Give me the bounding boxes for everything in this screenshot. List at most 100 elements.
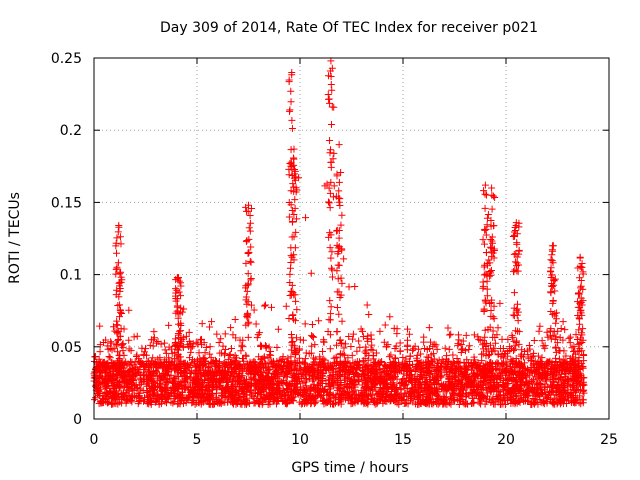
data-point (337, 221, 345, 229)
data-point (351, 283, 359, 291)
data-point (288, 124, 296, 132)
data-point (292, 297, 300, 305)
data-point (239, 343, 247, 351)
data-point (454, 358, 462, 366)
data-point (115, 351, 123, 359)
data-point (479, 236, 487, 244)
data-point (510, 289, 518, 297)
data-point (337, 378, 345, 386)
data-point (125, 306, 133, 314)
data-point (247, 258, 255, 266)
data-point (125, 336, 133, 344)
data-point (267, 303, 275, 311)
data-point (509, 268, 517, 276)
data-point (262, 301, 270, 309)
data-point (146, 341, 154, 349)
data-point (453, 354, 461, 362)
data-point (498, 335, 506, 343)
data-point (327, 310, 335, 318)
data-point (327, 254, 335, 262)
data-point (215, 338, 223, 346)
data-point (192, 338, 200, 346)
data-point (551, 275, 559, 283)
data-point (115, 222, 123, 230)
data-point (547, 288, 555, 296)
data-point (244, 249, 252, 257)
data-point (287, 98, 295, 106)
data-point (338, 211, 346, 219)
data-point (504, 336, 512, 344)
data-point (288, 116, 296, 124)
data-point (365, 311, 373, 319)
data-point (206, 323, 214, 331)
data-point (287, 87, 295, 95)
data-point (576, 253, 584, 261)
data-point (468, 366, 476, 374)
data-point (513, 239, 521, 247)
data-point (363, 301, 371, 309)
data-point (302, 214, 310, 222)
data-point (337, 168, 345, 176)
data-point (291, 357, 299, 365)
data-point (274, 325, 282, 333)
data-point (309, 354, 317, 362)
y-tick-label: 0.1 (60, 268, 82, 284)
data-point (308, 332, 316, 340)
data-point (335, 234, 343, 242)
data-point (543, 328, 551, 336)
data-point (273, 343, 281, 351)
data-point (488, 184, 496, 192)
data-point (515, 328, 523, 336)
data-point (333, 328, 341, 336)
data-point (565, 334, 573, 342)
data-point (105, 352, 113, 360)
data-point (113, 249, 121, 257)
data-point (198, 320, 206, 328)
data-point (324, 90, 332, 98)
data-point (108, 346, 116, 354)
data-point (486, 351, 494, 359)
data-point (488, 205, 496, 213)
data-point (252, 320, 260, 328)
data-point (206, 350, 214, 358)
data-point (326, 345, 334, 353)
data-point (550, 328, 558, 336)
data-point (290, 315, 298, 323)
data-point (221, 350, 229, 358)
data-point (106, 354, 114, 362)
data-point (376, 327, 384, 335)
data-point (327, 178, 335, 186)
data-point (325, 198, 333, 206)
y-tick-label: 0 (73, 412, 82, 428)
data-point (481, 181, 489, 189)
data-point (399, 353, 407, 361)
data-point (289, 337, 297, 345)
data-point (308, 320, 316, 328)
data-point (311, 341, 319, 349)
data-point (552, 319, 560, 327)
data-point (237, 347, 245, 355)
data-point (572, 331, 580, 339)
data-point (292, 228, 300, 236)
x-tick-label: 25 (600, 432, 618, 448)
data-point (408, 346, 416, 354)
data-point (356, 343, 364, 351)
data-point (113, 234, 121, 242)
data-point (513, 327, 521, 335)
data-point (441, 344, 449, 352)
data-point (231, 315, 239, 323)
data-point (201, 349, 209, 357)
data-point (221, 330, 229, 338)
data-point (338, 317, 346, 325)
data-point (245, 248, 253, 256)
data-point (330, 149, 338, 157)
data-point (228, 345, 236, 353)
data-point (455, 336, 463, 344)
data-point (202, 344, 210, 352)
data-point (347, 342, 355, 350)
data-point (141, 345, 149, 353)
data-point (357, 325, 365, 333)
data-point (213, 330, 221, 338)
data-point (327, 303, 335, 311)
